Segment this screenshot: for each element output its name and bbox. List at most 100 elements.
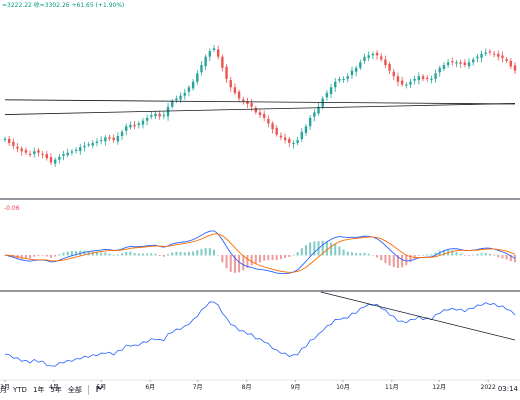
macd-histogram-bar [480, 253, 483, 256]
macd-histogram-bar [100, 252, 103, 256]
candle-body [300, 131, 304, 140]
range-5y-button[interactable]: 5年 [50, 386, 62, 394]
candle-body [250, 102, 253, 107]
macd-histogram-bar [250, 255, 253, 266]
candle-body [430, 78, 433, 81]
macd-histogram-bar [497, 255, 500, 258]
candle-body [501, 55, 504, 59]
range-1y-button[interactable]: 1年 [32, 386, 45, 394]
candle-body [28, 153, 32, 155]
macd-histogram-bar [70, 251, 73, 256]
candle-body [120, 131, 124, 136]
candle-body [488, 51, 492, 53]
macd-histogram-bar [187, 252, 190, 256]
macd-histogram-bar [238, 255, 241, 273]
candle-body [99, 140, 103, 142]
macd-histogram-bar [334, 244, 337, 256]
macd-histogram-bar [371, 255, 374, 256]
macd-histogram-bar [62, 252, 65, 256]
candle-body [91, 142, 94, 146]
candle-body [58, 156, 61, 160]
macd-histogram-bar [54, 255, 57, 257]
candle-body [233, 87, 237, 93]
macd-histogram-bar [158, 255, 161, 256]
macd-histogram-bar [459, 253, 462, 256]
macd-histogram-bar [442, 249, 445, 256]
macd-histogram-bar [325, 241, 328, 256]
macd-histogram-bar [401, 255, 404, 268]
macd-histogram-bar [309, 242, 312, 256]
macd-histogram-bar [422, 254, 425, 256]
x-tick-label: 4月 [49, 384, 59, 391]
candle-body [24, 150, 28, 153]
macd-histogram-bar [233, 255, 236, 273]
candle-body [3, 138, 7, 140]
candle-body [480, 53, 483, 58]
candle-body [467, 62, 471, 67]
macd-histogram-bar [24, 255, 27, 259]
macd-histogram-bar [338, 246, 341, 256]
macd-histogram-bar [321, 240, 324, 256]
macd-histogram-bar [246, 255, 249, 268]
x-tick-label: 8月 [242, 384, 252, 391]
candle-body [375, 52, 379, 56]
candle-body [283, 137, 287, 141]
candle-body [166, 106, 170, 117]
candle-body [405, 84, 408, 86]
candle-body [87, 144, 90, 146]
candle-body [292, 142, 295, 145]
macd-line [4, 230, 516, 274]
macd-histogram-bar [468, 255, 471, 256]
macd-histogram-bar [313, 241, 316, 256]
candle-body [296, 140, 299, 143]
ohlc-readout: =3222.22 收=3302.26 +61.65 (+1.90%) [2, 2, 125, 9]
candle-body [438, 67, 441, 73]
macd-histogram-bar [279, 255, 282, 260]
macd-histogram-bar [167, 254, 170, 256]
macd-histogram-bar [41, 255, 44, 256]
macd-histogram-bar [125, 251, 128, 256]
candle-body [334, 81, 337, 88]
candle-body [242, 99, 245, 102]
macd-histogram-bar [75, 250, 78, 256]
macd-histogram-bar [330, 242, 333, 256]
candle-body [16, 146, 19, 149]
macd-value: -0.06 [4, 205, 20, 212]
candle-body [396, 76, 400, 82]
macd-histogram-bar [505, 255, 508, 260]
macd-histogram-bar [484, 253, 487, 256]
range-all-button[interactable]: 全部 [67, 386, 82, 394]
range-ytd-button[interactable]: YTD [13, 386, 27, 394]
macd-histogram-bar [83, 250, 86, 256]
macd-histogram-bar [137, 253, 140, 256]
x-tick-label: 2022 [481, 384, 496, 391]
macd-histogram-bar [463, 255, 466, 256]
candle-body [350, 70, 354, 76]
macd-histogram-bar [284, 255, 287, 259]
candle-body [388, 63, 391, 71]
macd-histogram-bar [242, 255, 245, 271]
candle-body [451, 61, 454, 63]
macd-histogram-bar [95, 252, 98, 256]
macd-histogram-bar [108, 253, 111, 256]
compare-icon[interactable] [95, 384, 105, 396]
macd-histogram-bar [49, 255, 52, 258]
candle-body [66, 152, 69, 156]
range-1m-button[interactable]: 月 [0, 386, 7, 394]
candle-body [262, 114, 266, 118]
candle-body [129, 124, 132, 128]
macd-histogram-bar [225, 255, 228, 269]
macd-histogram-bar [426, 254, 429, 256]
candle-body [288, 139, 291, 143]
candle-body [509, 60, 513, 67]
candle-body [354, 67, 358, 72]
candle-body [384, 59, 387, 66]
candle-body [304, 126, 308, 133]
macd-histogram-bar [200, 248, 203, 256]
macd-histogram-bar [514, 255, 516, 263]
candle-body [95, 141, 99, 143]
candle-body [446, 62, 450, 66]
macd-histogram-bar [300, 248, 303, 256]
